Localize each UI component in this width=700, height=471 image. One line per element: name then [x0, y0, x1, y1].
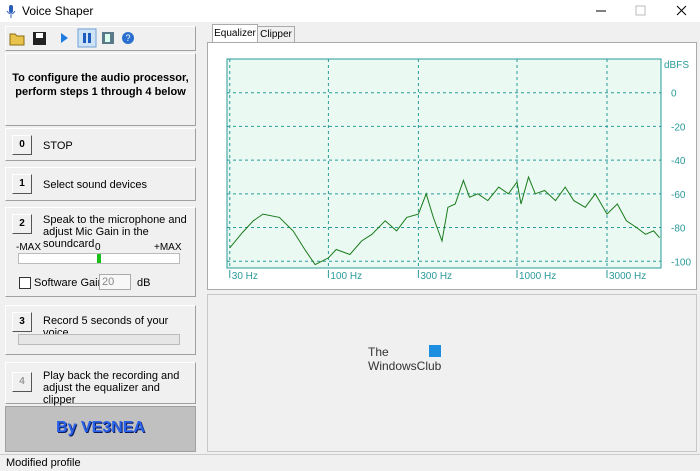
watermark-line: The	[368, 345, 389, 359]
instructions-box: To configure the audio processor, perfor…	[5, 53, 196, 126]
gain-label: Software Gain	[34, 277, 104, 289]
checkbox[interactable]	[19, 277, 31, 289]
watermark: The WindowsClub	[368, 345, 441, 373]
instruction-line: perform steps 1 through 4 below	[15, 86, 186, 98]
step-label: Select sound devices	[43, 179, 147, 191]
x-tick-label: 100 Hz	[330, 271, 362, 282]
y-axis-label: dBFS	[664, 60, 689, 71]
lower-pane: The WindowsClub	[207, 294, 697, 452]
step-panel: 1 Select sound devices	[5, 167, 196, 201]
gain-spinner[interactable]: 20	[99, 274, 131, 290]
step-button[interactable]: 0	[12, 135, 32, 155]
y-tick-label: -80	[671, 224, 686, 235]
app-icon	[6, 5, 16, 18]
progress-bar	[18, 334, 180, 345]
window-title: Voice Shaper	[22, 4, 94, 18]
spectrum-chart: dBFS 0 -20 -40 -60 -80 -100 30 Hz 100 Hz 300 Hz 10…	[226, 58, 691, 282]
step-button[interactable]: 2	[12, 214, 32, 234]
meter-label: +MAX	[154, 242, 182, 253]
y-tick-label: 0	[671, 89, 677, 100]
step-button[interactable]: 4	[12, 372, 32, 392]
tab-active[interactable]: Equalizer	[212, 24, 258, 43]
step-label: Speak to the microphone and adjust Mic G…	[43, 214, 187, 250]
watermark-logo	[429, 345, 441, 357]
tab[interactable]: Clipper	[257, 26, 295, 42]
x-tick-label: 30 Hz	[232, 271, 258, 282]
y-tick-label: -60	[671, 190, 686, 201]
svg-text:?: ?	[125, 33, 130, 43]
y-tick-label: -40	[671, 156, 686, 167]
toolbar-icons[interactable]: ?	[6, 27, 146, 49]
title-bar: Voice Shaper	[0, 0, 700, 22]
status-text: Modified profile	[6, 457, 81, 469]
step-label: Play back the recording and adjust the e…	[43, 370, 180, 406]
spectrum-line	[229, 175, 660, 266]
step-label: STOP	[43, 140, 73, 152]
status-bar: Modified profile	[0, 454, 700, 471]
step-panel: 2 Speak to the microphone and adjust Mic…	[5, 207, 196, 297]
x-tick-label: 3000 Hz	[609, 271, 646, 282]
step-panel: 4 Play back the recording and adjust the…	[5, 362, 196, 406]
meter-label: -MAX	[16, 242, 41, 253]
meter-label: 0	[95, 242, 101, 253]
credit-box: By VE3NEA	[5, 406, 196, 452]
x-tick-label: 300 Hz	[420, 271, 452, 282]
gain-unit: dB	[137, 277, 151, 289]
toolbar: ?	[5, 26, 196, 51]
instruction-line: To configure the audio processor,	[12, 72, 189, 84]
step-button[interactable]: 1	[12, 174, 32, 194]
step-panel: 3 Record 5 seconds of your voice	[5, 305, 196, 355]
gain-value: 20	[102, 276, 115, 288]
step-panel: 0 STOP	[5, 128, 196, 161]
window-controls[interactable]	[580, 0, 700, 22]
x-tick-label: 1000 Hz	[519, 271, 556, 282]
plot-area	[226, 58, 662, 269]
credit: By VE3NEA	[56, 419, 145, 436]
equalizer-panel: dBFS 0 -20 -40 -60 -80 -100 30 Hz 100 Hz 300 Hz 10…	[207, 42, 697, 290]
level-meter	[18, 253, 180, 264]
y-tick-label: -100	[671, 257, 691, 268]
watermark-line: WindowsClub	[368, 359, 442, 373]
step-button[interactable]: 3	[12, 312, 32, 332]
y-tick-label: -20	[671, 122, 686, 133]
left-pane: ? To configure the audio processor, perf…	[0, 22, 203, 454]
